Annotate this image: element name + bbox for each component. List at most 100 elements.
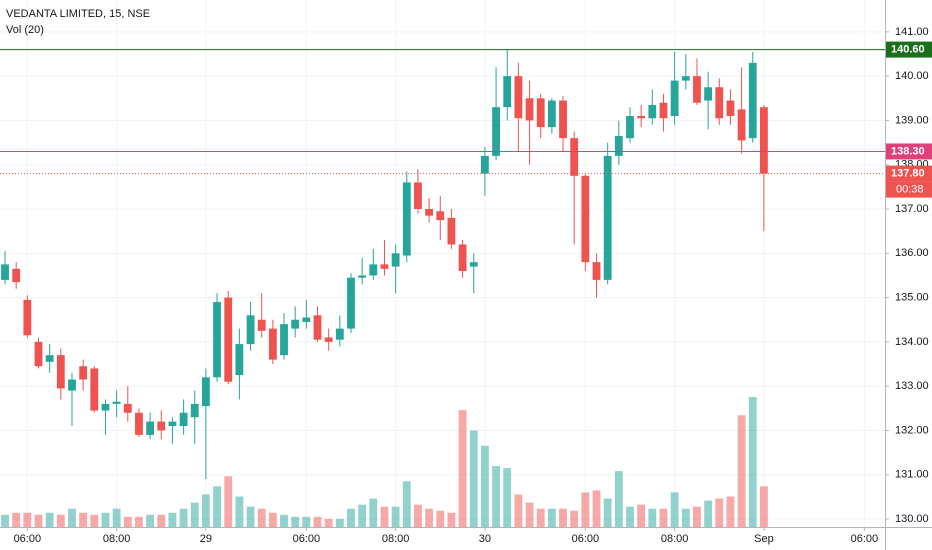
candle-body (547, 100, 556, 128)
candle-body (614, 135, 623, 156)
candle-body (135, 412, 143, 435)
volume-bar (56, 514, 65, 527)
candle-body (168, 421, 177, 427)
candle-body (603, 155, 612, 280)
y-tick-label: 135.00 (895, 292, 929, 304)
y-tick-label: 133.00 (895, 380, 929, 392)
candle-body (268, 328, 277, 360)
volume-bar (514, 494, 523, 527)
candle-body (157, 421, 166, 431)
x-tick-label: 08:00 (661, 533, 689, 545)
candle-body (581, 175, 590, 263)
volume-bar (268, 512, 277, 527)
candle-body (681, 76, 690, 81)
volume-bar (246, 506, 255, 527)
volume-bar (447, 512, 456, 527)
candle-body (503, 76, 512, 108)
volume-bar (547, 508, 556, 527)
volume-bar (748, 397, 757, 527)
volume-title: Vol (20) (6, 24, 44, 36)
x-tick-label: 29 (200, 533, 212, 545)
candle-body (90, 368, 99, 411)
volume-bar (179, 508, 188, 527)
candle-body (380, 264, 389, 269)
volume-bar (123, 516, 132, 527)
volume-bar (23, 512, 32, 527)
candle-body (1, 264, 9, 280)
candle-body (179, 412, 188, 427)
x-tick-label: 08:00 (382, 533, 410, 545)
candle-body (280, 324, 288, 356)
x-tick-label: 06:00 (851, 533, 879, 545)
volume-pane (1, 397, 768, 527)
candle-body (79, 366, 88, 380)
candle-body (291, 319, 300, 329)
candle-body (760, 107, 768, 174)
candle-body (224, 297, 233, 382)
volume-bar (536, 508, 545, 527)
candle-body (101, 403, 110, 411)
candle-body (514, 76, 523, 119)
x-tick-label: Sep (754, 533, 774, 545)
volume-bar (201, 494, 210, 527)
volume-bar (90, 514, 99, 527)
candle-body (213, 302, 221, 378)
volume-bar (280, 514, 288, 527)
candle-body (246, 315, 255, 345)
price-label: 137.80 (891, 168, 925, 180)
candle-body (358, 275, 367, 278)
volume-bar (157, 514, 166, 527)
candle-body (715, 87, 724, 119)
candle-body (693, 76, 701, 103)
volume-bar (257, 508, 266, 527)
candle-body (570, 138, 579, 176)
candle-body (23, 299, 32, 336)
price-label: 140.60 (891, 44, 925, 56)
x-tick-label: 06:00 (572, 533, 600, 545)
volume-bar (525, 502, 534, 527)
candle-body (559, 100, 567, 139)
volume-bar (101, 512, 110, 527)
candle-body (257, 319, 266, 331)
candle-body (458, 244, 467, 272)
volume-bar (760, 486, 768, 527)
volume-bar (503, 468, 512, 527)
volume-bar (112, 508, 121, 527)
candle-body (45, 355, 54, 362)
candle-body (12, 268, 21, 283)
candle-body (34, 341, 43, 367)
volume-bar (291, 516, 300, 527)
volume-bar (469, 430, 478, 527)
candle-body (748, 62, 757, 139)
y-tick-label: 139.00 (895, 114, 929, 126)
volume-bar (391, 506, 400, 527)
volume-bar (1, 514, 9, 527)
y-tick-label: 130.00 (895, 513, 929, 525)
candle-body (536, 98, 545, 128)
candle-body (436, 211, 445, 221)
countdown: 00:38 (896, 184, 924, 196)
candle-body (369, 264, 378, 276)
volume-bar (581, 492, 590, 527)
candle-body (704, 87, 713, 101)
volume-bar (715, 498, 724, 527)
x-tick-label: 06:00 (293, 533, 321, 545)
candle-body (391, 253, 400, 267)
volume-bar (135, 516, 143, 527)
volume-bar (12, 512, 21, 527)
volume-bar (648, 508, 657, 527)
y-tick-label: 134.00 (895, 336, 929, 348)
candle-body (302, 317, 311, 322)
candle-body (637, 116, 646, 119)
candle-body (726, 100, 735, 117)
candle-body (201, 377, 210, 407)
candle-body (414, 182, 422, 210)
candle-body (68, 379, 76, 391)
axes: 130.00 131.00 132.00 133.00 134.00 135.00 136.… (14, 26, 929, 545)
volume-bar (213, 486, 221, 527)
y-tick-label: 132.00 (895, 424, 929, 436)
volume-bar (614, 471, 623, 527)
price-label-box (886, 165, 932, 182)
volume-bar (436, 510, 445, 527)
volume-bar (637, 504, 646, 527)
